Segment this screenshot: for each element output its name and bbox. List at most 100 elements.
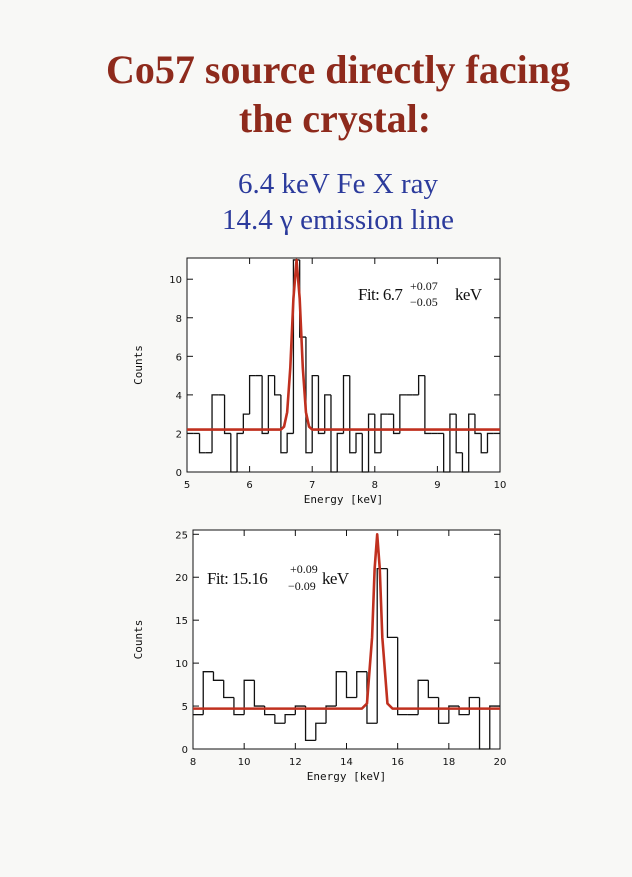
histogram-step [230,433,238,473]
histogram-step [386,568,398,639]
x-tick-label: 12 [289,757,302,768]
slide-title: the crystal: [239,96,431,141]
histogram-step [317,375,325,435]
fit-lower-error: −0.09 [288,579,316,593]
histogram-step [324,394,331,434]
plot-frame [186,257,501,473]
y-tick-label: 20 [175,573,188,584]
histogram-step [294,705,306,715]
histogram-step [417,679,429,715]
histogram-step [325,705,337,724]
y-tick-label: 10 [169,275,182,286]
histogram-step [437,697,449,724]
fit-curve [193,532,500,710]
histogram-step [202,671,214,715]
y-axis-label: Counts [132,620,145,660]
histogram-step [486,432,494,453]
histogram-step [349,375,357,454]
fit-unit: keV [455,285,483,304]
y-tick-label: 2 [176,429,182,440]
histogram-step [361,433,369,473]
histogram-step [274,714,286,724]
x-tick-label: 9 [434,480,440,491]
histogram-step [315,722,327,741]
histogram-step [392,414,400,435]
histogram-step [267,374,275,434]
histogram-step [356,671,367,698]
x-tick-label: 8 [190,757,196,768]
fit-curve [187,258,500,431]
histogram-step [455,414,463,454]
y-tick-label: 5 [182,702,188,713]
y-tick-label: 15 [175,616,188,627]
histogram-step [345,671,357,699]
x-tick-label: 7 [309,480,315,491]
histogram-step [397,637,408,716]
slide-subtitle: 14.4 γ emission line [222,204,454,236]
x-tick-label: 5 [184,480,190,491]
histogram-step [236,432,244,472]
y-axis-label: Counts [132,345,145,385]
y-tick-label: 0 [176,468,182,479]
histogram-step [243,679,255,715]
slide-title: Co57 source directly facing [106,47,570,92]
y-tick-label: 25 [175,530,188,541]
histogram-step [286,432,294,453]
y-tick-label: 10 [175,659,188,670]
histogram-step [253,680,265,707]
plot-frame [192,529,501,750]
histogram-step [335,671,347,707]
fit-unit: keV [322,569,350,588]
histogram-step [427,680,439,699]
histogram-step [242,413,250,434]
x-axis-label: Energy [keV] [307,770,386,783]
histogram-step [474,414,482,435]
histogram-step [380,413,388,453]
histogram-step [211,394,219,453]
histogram-step [223,680,234,699]
histogram-step [304,706,316,742]
histogram-step [355,432,363,453]
x-tick-label: 16 [391,757,404,768]
histogram-step [449,413,457,472]
histogram-step [284,713,296,724]
histogram-step [212,671,224,681]
histogram-step [489,705,500,749]
histogram-step [478,697,490,750]
fit-upper-error: +0.09 [290,562,318,576]
histogram-step [399,394,407,434]
histogram-step [330,394,338,473]
fit-annotation: Fit: 6.7 [358,285,403,304]
histogram-step [336,432,344,472]
x-tick-label: 10 [494,480,507,491]
histogram-step [480,433,488,454]
histogram-step [448,705,460,724]
y-tick-label: 4 [176,391,182,402]
y-tick-label: 6 [176,352,182,363]
y-tick-label: 8 [176,314,182,325]
x-tick-label: 6 [246,480,252,491]
histogram-step [342,374,350,434]
histogram-step [417,374,425,395]
histogram-step [280,394,288,454]
histogram-step [311,374,319,453]
histogram-step [443,433,450,473]
histogram-step [273,375,281,396]
x-tick-label: 18 [442,757,455,768]
histogram-step [305,337,313,454]
x-tick-label: 10 [238,757,251,768]
histogram-step [374,414,382,454]
x-axis-label: Energy [keV] [304,493,383,506]
histogram-step [468,413,475,472]
histogram-step [424,375,432,435]
fit-lower-error: −0.05 [410,295,438,309]
x-tick-label: 20 [494,757,507,768]
histogram-step [367,413,375,472]
fit-annotation: Fit: 15.16 [207,569,267,588]
fit-upper-error: +0.07 [410,279,438,293]
x-tick-label: 8 [372,480,378,491]
histogram-step [223,394,231,435]
histogram-step [461,452,469,473]
histogram-step [198,433,206,454]
